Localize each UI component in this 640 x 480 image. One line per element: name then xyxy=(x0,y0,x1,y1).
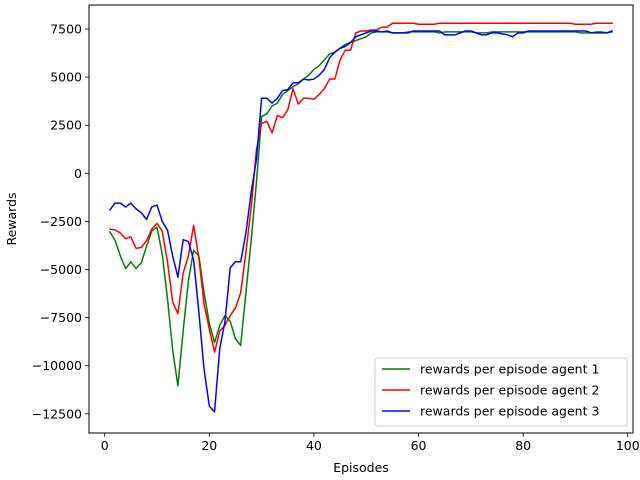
y-tick-label: 5000 xyxy=(50,70,82,85)
series-line-agent-2 xyxy=(109,22,613,353)
legend-box xyxy=(374,357,628,427)
series-layer xyxy=(108,22,614,413)
x-tick-label: 40 xyxy=(306,438,322,453)
y-tick-label: 0 xyxy=(74,166,82,181)
legend-label-agent-2: rewards per episode agent 2 xyxy=(420,383,599,398)
series-line-agent-1 xyxy=(108,31,613,387)
plot-frame xyxy=(88,4,634,434)
x-tick-label: 20 xyxy=(201,438,217,453)
y-tick-label: 7500 xyxy=(50,22,82,37)
series-line-agent-3 xyxy=(108,30,614,413)
y-tick-label: −2500 xyxy=(40,214,82,229)
legend-label-agent-3: rewards per episode agent 3 xyxy=(420,404,599,419)
y-tick-label: −7500 xyxy=(40,310,82,325)
x-tick-label: 100 xyxy=(616,438,640,453)
y-tick-label: 2500 xyxy=(50,118,82,133)
x-tick-label: 0 xyxy=(101,438,109,453)
x-axis: 0 20 40 60 80 100 xyxy=(101,433,640,453)
legend: rewards per episode agent 1 rewards per e… xyxy=(374,357,628,427)
y-tick-label: −12500 xyxy=(32,406,82,421)
x-tick-label: 60 xyxy=(411,438,427,453)
y-tick-label: −10000 xyxy=(32,358,82,373)
legend-label-agent-1: rewards per episode agent 1 xyxy=(420,362,599,377)
y-tick-label: −5000 xyxy=(40,262,82,277)
x-axis-label: Episodes xyxy=(333,460,389,475)
y-axis: −12500 −10000 −7500 −5000 −2500 0 2500 5000 7500 xyxy=(32,22,89,421)
y-axis-label: Rewards xyxy=(4,192,19,245)
x-tick-label: 80 xyxy=(515,438,531,453)
